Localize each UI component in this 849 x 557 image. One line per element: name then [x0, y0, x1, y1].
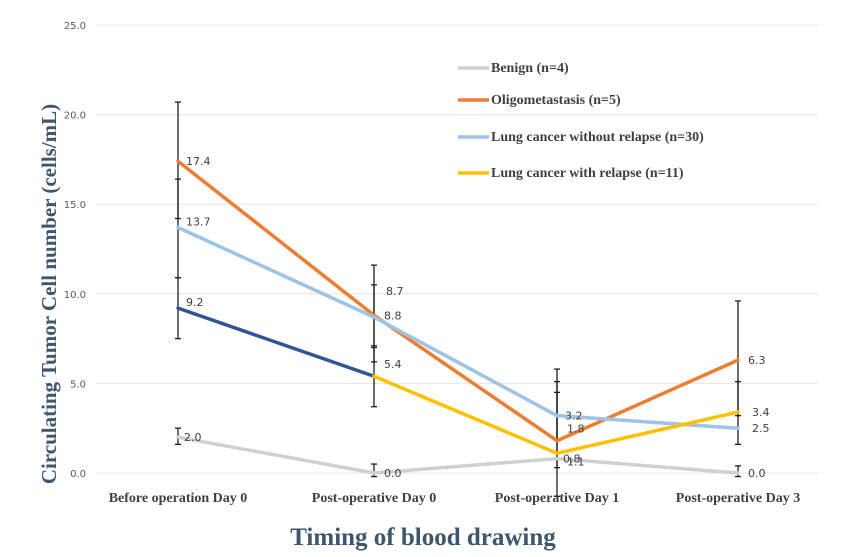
series-line-segment: [176, 306, 376, 378]
y-tick-label: 0.0: [70, 469, 86, 480]
data-label: 8.7: [386, 285, 404, 298]
legend-entry: Benign (n=4): [491, 61, 569, 76]
x-axis-categories: Before operation Day 0 Post-operative Day…: [109, 491, 800, 506]
data-labels: 2.0 0.0 0.8 0.0 17.4 8.8 1.8 6.3 13.7 8.7 3.2 2.5 9.…: [184, 155, 770, 480]
y-tick-label: 10.0: [64, 290, 86, 301]
series-line-segment: [372, 374, 559, 456]
data-label: 0.0: [384, 467, 402, 480]
y-tick-label: 5.0: [70, 379, 86, 390]
series-line-segment: [176, 159, 376, 318]
series-line-segment: [555, 358, 740, 443]
data-label: 0.8: [563, 453, 581, 466]
data-label: 17.4: [186, 155, 211, 168]
x-category-label: Post-operative Day 0: [312, 491, 436, 506]
legend-entry: Lung cancer with relapse (n=11): [491, 166, 684, 181]
x-category-label: Before operation Day 0: [109, 491, 248, 506]
data-label: 9.2: [186, 296, 204, 309]
data-label: 0.0: [748, 467, 766, 480]
x-category-label: Post-operative Day 3: [676, 491, 800, 506]
series-line-segment: [372, 315, 559, 418]
series-line-segment: [555, 410, 740, 456]
series-line-segment: [176, 435, 376, 475]
data-label: 1.1: [567, 455, 585, 468]
data-label: 3.4: [752, 406, 770, 419]
y-tick-label: 20.0: [64, 111, 86, 122]
data-label: 2.0: [184, 431, 202, 444]
data-label: 3.2: [565, 410, 583, 423]
gridlines: [96, 24, 818, 474]
data-label: 5.4: [384, 358, 402, 371]
data-label: 6.3: [748, 354, 766, 367]
y-tick-label: 25.0: [64, 21, 86, 32]
series-line-segment: [176, 225, 376, 319]
series-line-segment: [555, 413, 740, 430]
series-line-segment: [555, 456, 740, 475]
data-label: 8.8: [384, 309, 402, 322]
legend-entry: Lung cancer without relapse (n=30): [491, 130, 704, 145]
y-axis-ticks: 0.0 5.0 10.0 15.0 20.0 25.0: [64, 21, 86, 480]
data-label: 1.8: [567, 423, 585, 436]
legend-entry: Oligometastasis (n=5): [491, 93, 621, 108]
x-axis-label: Timing of blood drawing: [290, 524, 556, 551]
x-category-label: Post-operative Day 1: [495, 491, 619, 506]
legend: Benign (n=4) Oligometastasis (n=5) Lung ca…: [458, 61, 704, 181]
y-axis-label: Circulating Tumor Cell number (cells/mL): [37, 104, 61, 484]
error-bars: [175, 101, 741, 497]
series-lines: [176, 159, 740, 475]
y-tick-label: 15.0: [64, 200, 86, 211]
series-line-segment: [372, 313, 559, 443]
data-label: 13.7: [186, 215, 211, 228]
series-line-segment: [372, 456, 559, 475]
data-label: 2.5: [752, 422, 770, 435]
